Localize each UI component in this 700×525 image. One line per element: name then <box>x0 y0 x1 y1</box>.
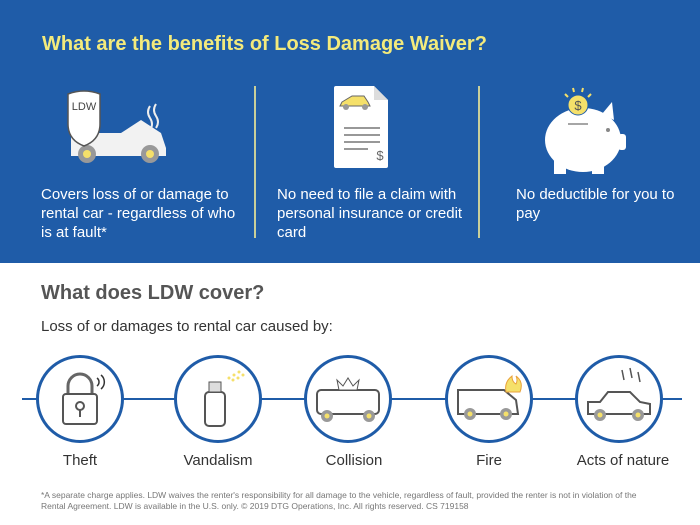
coverage-label: Theft <box>62 452 98 469</box>
piggy-bank-icon: $ <box>545 87 626 174</box>
coverage-label: Collision <box>325 452 383 469</box>
divider <box>254 86 256 238</box>
benefit-text: No need to file a claim with personal in… <box>277 186 463 241</box>
footnote: *A separate charge applies. LDW waives t… <box>41 490 637 511</box>
hail-car-icon <box>575 355 663 443</box>
coverage-label: Fire <box>476 452 502 469</box>
benefits-title: What are the benefits of Loss Damage Wai… <box>42 33 487 55</box>
svg-text:$: $ <box>376 148 384 163</box>
padlock-icon <box>36 355 124 443</box>
coverage-subtitle: Loss of or damages to rental car caused … <box>41 318 333 335</box>
fire-van-icon <box>445 355 533 443</box>
benefit-text: Covers loss of or damage to rental car -… <box>41 186 236 241</box>
document-car-icon: $ <box>334 86 388 168</box>
svg-text:LDW: LDW <box>72 101 97 113</box>
coverage-label: Vandalism <box>183 452 253 469</box>
divider <box>478 86 480 238</box>
coverage-label: Acts of nature <box>576 452 670 469</box>
svg-text:$: $ <box>574 98 582 113</box>
collision-icon <box>304 355 392 443</box>
coverage-title: What does LDW cover? <box>41 282 265 304</box>
shield-car-icon: LDW <box>67 90 166 163</box>
spray-can-icon <box>174 355 262 443</box>
benefit-text: No deductible for you to pay <box>516 186 675 222</box>
